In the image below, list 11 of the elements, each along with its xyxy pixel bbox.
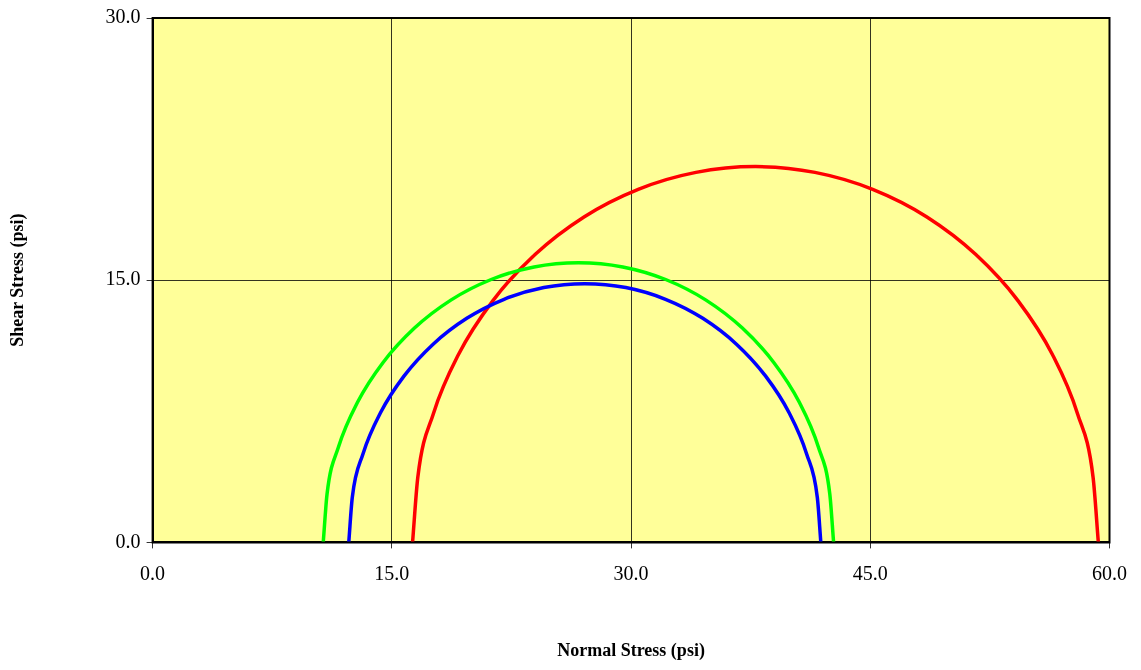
x-tick-label: 45.0 (852, 561, 888, 584)
y-tick-label: 15.0 (105, 267, 141, 290)
x-tick-label: 15.0 (374, 561, 410, 584)
x-axis-title: Normal Stress (psi) (557, 639, 705, 661)
x-tick-label: 60.0 (1092, 561, 1127, 584)
x-tick-label: 30.0 (613, 561, 649, 584)
y-tick-label: 30.0 (105, 5, 141, 28)
y-tick-label: 0.0 (115, 529, 141, 552)
x-tick-label: 0.0 (140, 561, 166, 584)
y-axis-title: Shear Stress (psi) (7, 213, 29, 347)
line-series (410, 164, 1101, 543)
